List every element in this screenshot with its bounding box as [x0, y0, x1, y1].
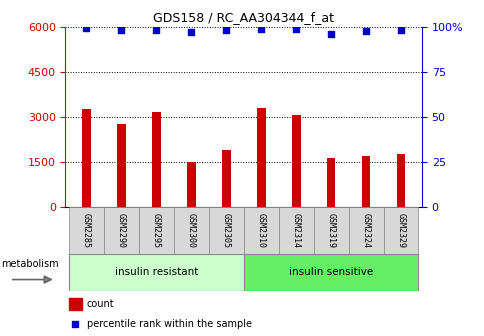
Point: [292, 26, 300, 32]
Bar: [361, 156, 370, 207]
Bar: [69, 254, 243, 291]
Bar: [348, 207, 383, 254]
Text: GSM2329: GSM2329: [395, 213, 405, 248]
Text: insulin sensitive: insulin sensitive: [288, 267, 373, 277]
Bar: [117, 124, 125, 207]
Text: metabolism: metabolism: [1, 259, 59, 269]
Point: [396, 28, 404, 33]
Text: GSM2300: GSM2300: [186, 213, 196, 248]
Text: GSM2310: GSM2310: [256, 213, 265, 248]
Bar: [278, 207, 313, 254]
Point: [152, 27, 160, 32]
Title: GDS158 / RC_AA304344_f_at: GDS158 / RC_AA304344_f_at: [153, 11, 333, 24]
Bar: [326, 158, 335, 207]
Bar: [257, 108, 265, 207]
Bar: [104, 207, 138, 254]
Bar: [243, 254, 418, 291]
Point: [71, 321, 78, 327]
Text: GSM2319: GSM2319: [326, 213, 335, 248]
Point: [82, 25, 90, 31]
Point: [187, 30, 195, 35]
Bar: [173, 207, 208, 254]
Text: GSM2305: GSM2305: [221, 213, 230, 248]
Bar: [221, 150, 230, 207]
Bar: [138, 207, 173, 254]
Text: GSM2295: GSM2295: [151, 213, 161, 248]
Bar: [313, 207, 348, 254]
Point: [327, 31, 334, 37]
Text: GSM2285: GSM2285: [82, 213, 91, 248]
Bar: [383, 207, 418, 254]
Bar: [151, 112, 160, 207]
Bar: [243, 207, 278, 254]
Bar: [69, 207, 104, 254]
Bar: [396, 154, 405, 207]
Text: GSM2314: GSM2314: [291, 213, 300, 248]
Point: [362, 29, 369, 34]
Bar: [69, 298, 81, 310]
Bar: [82, 109, 91, 207]
Text: percentile rank within the sample: percentile rank within the sample: [87, 319, 251, 329]
Bar: [291, 115, 300, 207]
Bar: [208, 207, 243, 254]
Point: [257, 26, 265, 31]
Point: [117, 28, 125, 33]
Text: GSM2324: GSM2324: [361, 213, 370, 248]
Bar: [186, 162, 195, 207]
Point: [222, 28, 229, 33]
Text: insulin resistant: insulin resistant: [114, 267, 197, 277]
Text: GSM2290: GSM2290: [117, 213, 126, 248]
Text: count: count: [87, 299, 114, 308]
